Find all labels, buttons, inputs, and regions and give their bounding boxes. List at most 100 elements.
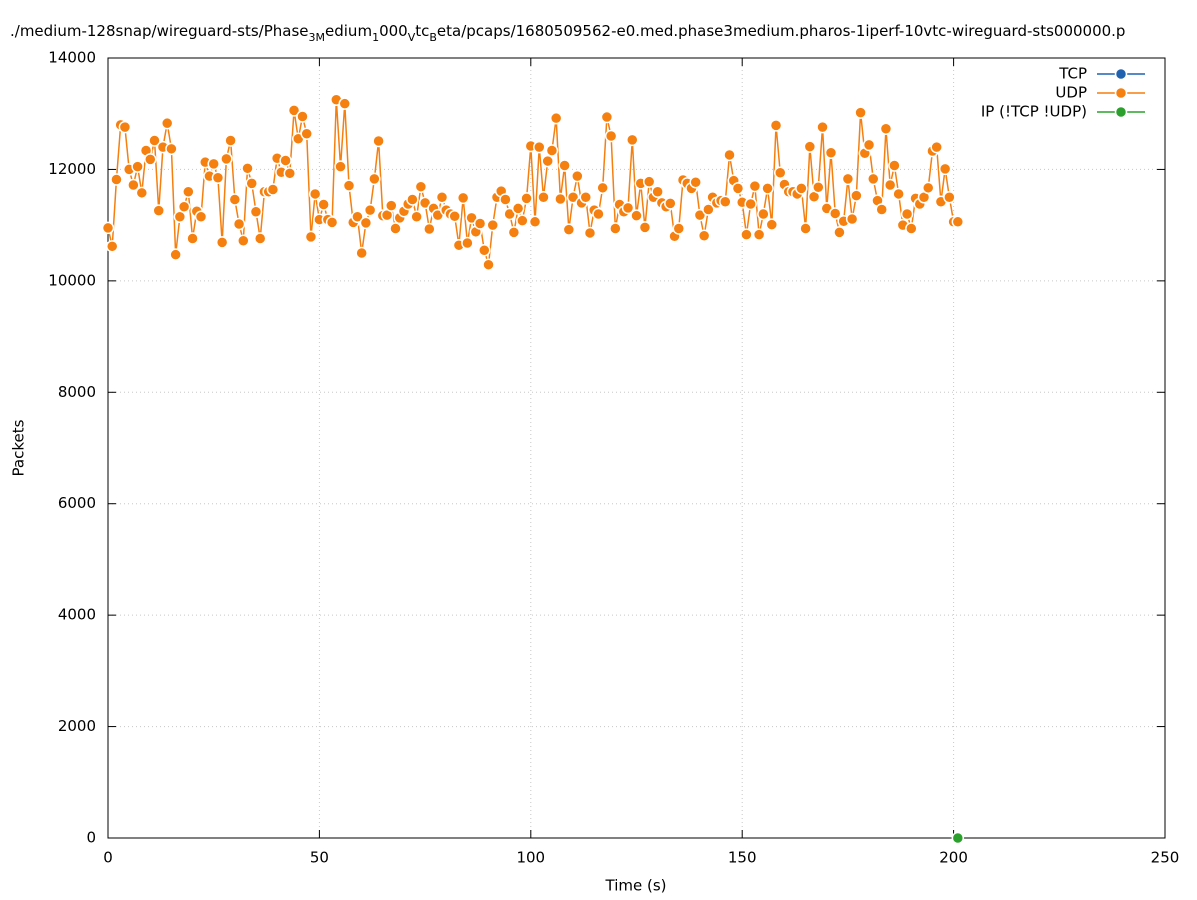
title-part: 3M xyxy=(309,31,326,44)
data-point xyxy=(448,209,461,223)
data-point xyxy=(253,232,267,245)
data-point xyxy=(220,152,233,166)
title-part: B xyxy=(429,31,437,44)
data-point xyxy=(325,216,339,229)
data-point xyxy=(287,104,301,117)
data-point xyxy=(541,154,554,168)
y-tick-label: 2000 xyxy=(58,717,96,735)
x-axis-label: Time (s) xyxy=(605,877,667,895)
data-point xyxy=(308,187,322,201)
data-point xyxy=(456,191,470,205)
y-tick-label: 12000 xyxy=(48,160,96,178)
data-point xyxy=(761,182,774,195)
data-point xyxy=(845,212,859,226)
data-point xyxy=(545,144,559,157)
x-tick-label: 150 xyxy=(728,849,757,867)
data-point xyxy=(410,210,423,224)
data-point xyxy=(600,110,614,124)
data-point xyxy=(406,193,419,206)
data-point xyxy=(169,248,182,261)
data-point xyxy=(562,223,576,236)
data-point xyxy=(520,192,533,205)
data-point xyxy=(549,111,563,125)
data-point xyxy=(465,211,478,225)
data-point xyxy=(651,185,664,198)
data-point xyxy=(621,201,635,215)
data-point xyxy=(160,116,174,130)
data-point xyxy=(503,207,516,221)
data-point xyxy=(338,97,352,110)
legend-marker xyxy=(1114,105,1128,119)
data-point xyxy=(841,172,855,186)
data-point xyxy=(583,226,597,240)
data-point xyxy=(351,210,364,224)
data-point xyxy=(938,162,952,176)
data-point xyxy=(571,169,584,183)
data-point xyxy=(803,140,817,153)
data-point xyxy=(558,159,571,172)
title-part: tc xyxy=(415,22,429,40)
data-point xyxy=(664,197,677,210)
data-point xyxy=(228,193,242,206)
data-point xyxy=(342,179,356,192)
data-point xyxy=(131,160,144,173)
data-point xyxy=(850,189,863,202)
title-part: eta/pcaps/1680509562-e0.med.phase3medium… xyxy=(437,22,1126,40)
data-point xyxy=(905,222,918,235)
data-point xyxy=(604,129,618,143)
data-point xyxy=(744,197,757,211)
data-point xyxy=(300,127,313,141)
legend-label: TCP xyxy=(1058,65,1087,83)
data-point xyxy=(516,214,529,227)
data-point xyxy=(638,221,652,234)
data-point xyxy=(900,207,914,221)
data-point xyxy=(207,157,220,171)
data-point xyxy=(951,831,965,845)
data-point xyxy=(105,240,119,253)
data-point xyxy=(304,230,318,244)
data-point xyxy=(740,228,753,241)
data-point xyxy=(232,217,246,231)
data-point xyxy=(177,200,191,214)
y-tick-label: 8000 xyxy=(58,383,96,401)
data-point xyxy=(359,216,373,230)
title-part: ./medium-128snap/wireguard-sts/Phase xyxy=(10,22,309,40)
data-point xyxy=(296,110,309,123)
y-tick-label: 0 xyxy=(86,829,96,847)
data-point xyxy=(554,192,567,206)
series-line xyxy=(107,99,958,265)
x-tick-label: 200 xyxy=(939,849,968,867)
data-point xyxy=(194,210,208,224)
data-point xyxy=(883,178,897,192)
legend-marker xyxy=(1114,86,1128,100)
data-point xyxy=(795,182,808,195)
data-point xyxy=(537,191,550,204)
data-point xyxy=(110,173,123,186)
data-point xyxy=(812,181,825,194)
data-point xyxy=(186,232,199,245)
data-point xyxy=(579,191,593,204)
data-point xyxy=(528,215,542,229)
title-part: edium xyxy=(325,22,372,40)
data-point xyxy=(951,215,965,229)
x-tick-label: 50 xyxy=(310,849,329,867)
data-point xyxy=(533,140,546,154)
data-point xyxy=(630,209,643,222)
data-point xyxy=(862,138,876,152)
data-point xyxy=(824,146,838,159)
data-point xyxy=(867,172,880,186)
data-point xyxy=(499,193,512,206)
legend-label: UDP xyxy=(1055,84,1087,102)
data-point xyxy=(930,140,943,154)
data-point xyxy=(435,191,449,204)
data-point xyxy=(719,195,732,208)
data-point xyxy=(482,258,495,271)
data-point xyxy=(372,134,385,148)
data-point xyxy=(943,191,956,204)
data-point xyxy=(921,181,935,195)
data-point xyxy=(224,134,237,147)
data-point xyxy=(211,171,225,185)
data-point xyxy=(693,208,707,222)
data-point xyxy=(237,234,250,247)
data-point xyxy=(511,202,525,215)
